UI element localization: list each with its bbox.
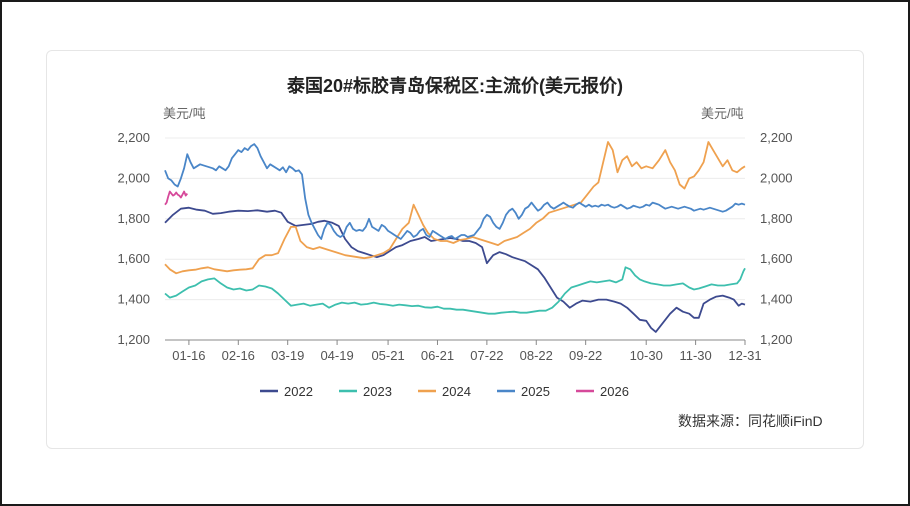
y-tick-label-right: 1,200: [760, 332, 793, 347]
chart-title: 泰国20#标胶青岛保税区:主流价(美元报价): [286, 76, 623, 96]
y-tick-label-right: 1,400: [760, 292, 793, 307]
chart-card: [46, 50, 864, 449]
x-tick-label: 11-30: [679, 348, 711, 363]
y-tick-label-left: 1,400: [117, 292, 150, 307]
series-layer: [164, 141, 746, 333]
y-axis-unit-right: 美元/吨: [701, 106, 744, 121]
y-tick-label-left: 2,000: [117, 170, 150, 185]
y-tick-label-right: 2,000: [760, 170, 793, 185]
x-tick-label: 02-16: [222, 348, 255, 363]
x-tick-label: 08-22: [520, 348, 553, 363]
y-tick-label-right: 1,800: [760, 211, 793, 226]
legend-label-2022[interactable]: 2022: [284, 384, 313, 399]
legend-label-2026[interactable]: 2026: [600, 384, 629, 399]
legend-label-2025[interactable]: 2025: [521, 384, 550, 399]
y-tick-label-left: 1,600: [117, 251, 150, 266]
axis-layer: 1,200 1,200 1,400 1,400 1,600 1,600 1,800 1,800…: [117, 130, 792, 363]
legend-layer: 2022 2023 2024 2025 2026: [260, 384, 629, 399]
y-tick-label-left: 1,800: [117, 211, 150, 226]
x-tick-label: 03-19: [271, 348, 304, 363]
data-source: 数据来源：同花顺iFinD: [678, 413, 823, 429]
y-tick-label-left: 2,200: [117, 130, 150, 145]
series-line-2022: [164, 206, 746, 333]
x-tick-label: 10-30: [630, 348, 663, 363]
legend-label-2024[interactable]: 2024: [442, 384, 471, 399]
x-tick-label: 06-21: [421, 348, 454, 363]
y-axis-unit-left: 美元/吨: [163, 106, 206, 121]
x-tick-label: 01-16: [172, 348, 205, 363]
y-tick-label-right: 2,200: [760, 130, 793, 145]
series-line-2026: [164, 190, 189, 206]
x-tick-label: 05-21: [371, 348, 404, 363]
x-tick-label: 07-22: [470, 348, 503, 363]
grid-layer: [165, 137, 745, 301]
y-tick-label-left: 1,200: [117, 332, 150, 347]
x-tick-label: 12-31: [728, 348, 761, 363]
x-tick-label: 04-19: [320, 348, 353, 363]
legend-label-2023[interactable]: 2023: [363, 384, 392, 399]
series-line-2025: [164, 143, 746, 240]
series-line-2024: [164, 141, 746, 275]
x-tick-label: 09-22: [569, 348, 602, 363]
y-tick-label-right: 1,600: [760, 251, 793, 266]
series-line-2023: [164, 266, 746, 315]
